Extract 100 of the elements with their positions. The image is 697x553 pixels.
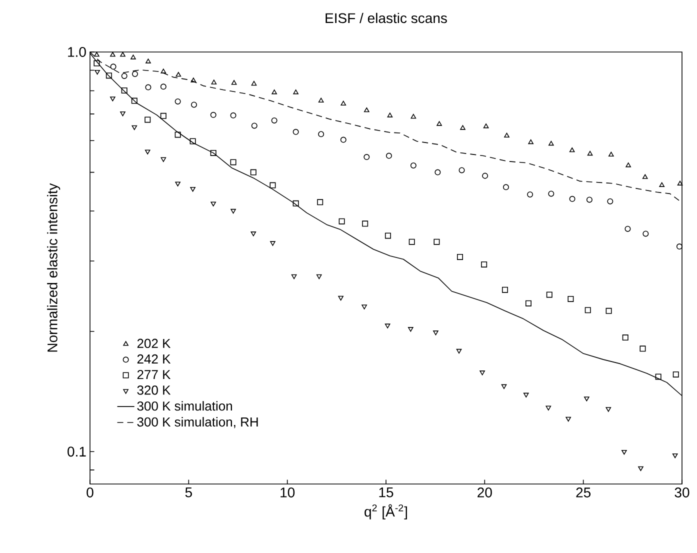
x-tick-label: 15 <box>379 488 394 498</box>
point <box>318 98 324 102</box>
point <box>384 232 391 239</box>
point <box>190 138 196 144</box>
point <box>160 84 166 90</box>
point <box>130 54 136 60</box>
point <box>190 102 197 108</box>
point <box>460 125 466 130</box>
point <box>364 154 370 160</box>
point <box>176 72 182 77</box>
point <box>210 112 216 118</box>
point <box>120 111 126 116</box>
point <box>481 261 488 268</box>
y-tick-label: 0.1 <box>68 446 86 457</box>
point <box>527 191 534 198</box>
point <box>410 114 416 119</box>
point <box>548 190 554 197</box>
point <box>160 68 166 74</box>
point <box>546 406 552 410</box>
point <box>110 96 116 102</box>
legend-label: 202 K <box>137 338 171 348</box>
point <box>110 52 116 57</box>
point <box>317 199 324 206</box>
legend-label: 300 K simulation <box>137 401 232 411</box>
point <box>144 116 151 123</box>
point <box>384 324 390 328</box>
point <box>270 182 276 188</box>
point <box>94 70 100 75</box>
point <box>230 208 236 214</box>
point <box>640 346 646 352</box>
point <box>160 112 166 119</box>
x-tick-label: 25 <box>576 488 591 498</box>
point <box>501 384 507 389</box>
point <box>293 89 298 94</box>
point <box>210 150 216 156</box>
point <box>566 416 571 422</box>
point <box>271 117 278 124</box>
point <box>94 60 100 66</box>
point <box>528 139 534 144</box>
point <box>568 296 574 302</box>
point <box>132 125 138 130</box>
point <box>624 226 631 232</box>
point <box>272 89 277 94</box>
point <box>318 131 324 138</box>
point <box>316 274 322 280</box>
point <box>362 304 367 310</box>
point <box>622 334 628 341</box>
point <box>132 70 138 77</box>
point <box>362 220 368 227</box>
point <box>338 218 345 224</box>
point <box>338 296 344 301</box>
point <box>175 182 180 186</box>
point <box>160 157 166 162</box>
point <box>642 174 648 179</box>
point <box>676 244 682 250</box>
point <box>456 348 462 354</box>
point <box>607 198 614 204</box>
point <box>210 202 216 206</box>
point <box>174 132 181 138</box>
point <box>121 72 128 79</box>
point <box>231 80 237 85</box>
point <box>291 274 297 280</box>
point <box>251 80 257 86</box>
point <box>608 152 614 157</box>
x-tick-label: 20 <box>478 488 492 498</box>
point <box>569 196 576 202</box>
point <box>434 238 440 245</box>
point <box>230 112 236 118</box>
point <box>672 371 679 378</box>
point <box>659 182 665 187</box>
legend-label: 277 K <box>137 370 171 380</box>
point <box>230 159 236 166</box>
point <box>190 78 196 82</box>
legend-label: 300 K simulation, RH <box>137 417 258 428</box>
point <box>523 392 529 398</box>
point <box>434 169 441 176</box>
point <box>606 407 612 412</box>
y-axis-title: Normalized elastic intensity <box>47 183 60 352</box>
point <box>250 232 256 236</box>
point <box>340 100 346 106</box>
x-axis-title: q$^{2}$ [Å$^{-2}$] <box>364 504 407 520</box>
point <box>436 121 442 126</box>
point <box>587 150 593 156</box>
point <box>458 167 465 174</box>
point <box>433 330 438 336</box>
point <box>120 52 126 57</box>
point <box>190 186 196 192</box>
point <box>292 128 299 135</box>
point <box>145 84 152 90</box>
point <box>525 300 532 306</box>
point <box>502 286 508 293</box>
point <box>364 107 370 112</box>
point <box>110 64 116 70</box>
point <box>146 58 151 64</box>
point <box>251 122 258 129</box>
point <box>250 169 256 176</box>
point <box>584 396 590 402</box>
x-tick-label: 30 <box>674 488 690 498</box>
point <box>548 140 554 146</box>
point <box>292 200 299 206</box>
